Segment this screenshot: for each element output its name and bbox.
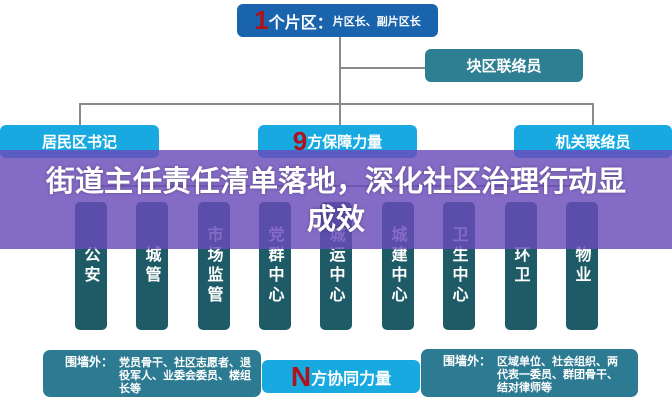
headline-banner: 街道主任责任清单落地，深化社区治理行动显成效 [0, 150, 672, 249]
outside-right-node: 围墙外： 区域单位、社会组织、两代表一委员、群团骨干、结对律师等 [421, 349, 638, 397]
n-label: 方协同力量 [311, 368, 392, 388]
line-right [592, 103, 594, 125]
top-number: 1 [254, 5, 269, 35]
line-left [79, 103, 81, 125]
liaison-node: 块区联络员 [425, 49, 583, 82]
top-node: 1 个片区： 片区长、副片区长 [237, 4, 438, 37]
top-sub: 片区长、副片区长 [332, 14, 421, 28]
outside-right-text: 区域单位、社会组织、两代表一委员、群团骨干、结对律师等 [497, 355, 619, 394]
n-number: N [290, 360, 312, 392]
outside-left-label: 围墙外： [65, 355, 114, 369]
nine-number: 9 [292, 126, 308, 156]
outside-right-label: 围墙外： [443, 354, 492, 368]
top-label: 个片区： [268, 12, 333, 32]
n-forces-node: N 方协同力量 [262, 360, 420, 393]
line-trunk [339, 37, 341, 135]
nine-label: 方保障力量 [307, 133, 383, 151]
outside-left-text: 党员骨干、社区志愿者、退役军人、业委会委员、楼组长等 [119, 356, 252, 395]
outside-left-node: 围墙外： 党员骨干、社区志愿者、退役军人、业委会委员、楼组长等 [43, 350, 261, 397]
line-branch [79, 103, 593, 105]
headline: 街道主任责任清单落地，深化社区治理行动显成效 [45, 163, 626, 236]
line-liaison [339, 67, 425, 69]
